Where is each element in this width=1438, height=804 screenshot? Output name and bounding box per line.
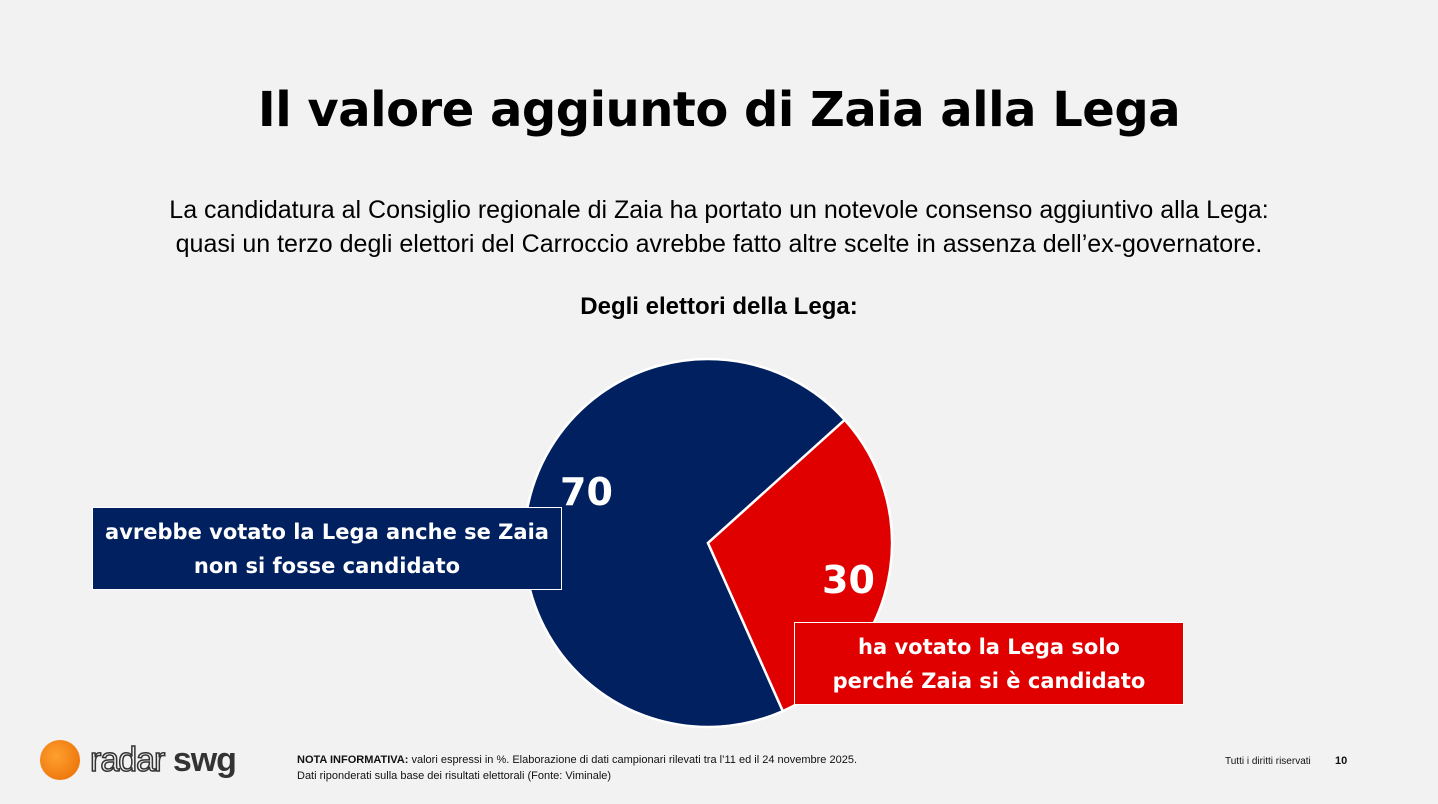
chart-title: Degli elettori della Lega: [580, 293, 858, 320]
footnote: NOTA INFORMATIVA: valori espressi in %. … [297, 752, 857, 784]
note-label: NOTA INFORMATIVA: [297, 754, 409, 766]
subtitle: La candidatura al Consiglio regionale di… [60, 193, 1378, 261]
rights-text: Tutti i diritti riservati [1225, 756, 1311, 767]
page-number: 10 [1335, 755, 1348, 767]
note-line: Dati riponderati sulla base dei risultat… [297, 770, 612, 782]
logo-ball-icon [40, 740, 80, 780]
value-label-30: 30 [822, 558, 875, 602]
value-label-70: 70 [560, 470, 613, 514]
slice-label-line: perché Zaia si è candidato [832, 668, 1146, 693]
logo-text: radar swg [89, 740, 237, 780]
pie-slice-70 [522, 357, 847, 729]
slice-label-box-70: avrebbe votato la Lega anche se Zaia non… [92, 507, 562, 590]
subtitle-line: La candidatura al Consiglio regionale di… [169, 196, 1269, 224]
subtitle-line: quasi un terzo degli elettori del Carroc… [175, 230, 1263, 258]
radar-swg-logo: radar swg [40, 740, 237, 780]
note-line: valori espressi in %. Elaborazione di da… [408, 754, 858, 766]
slice-label-line: non si fosse candidato [193, 553, 461, 578]
slice-label-line: ha votato la Lega solo [858, 634, 1120, 659]
page-title: Il valore aggiunto di Zaia alla Lega [257, 82, 1181, 138]
slice-label-box-30: ha votato la Lega solo perché Zaia si è … [794, 622, 1184, 705]
slice-label-line: avrebbe votato la Lega anche se Zaia [105, 519, 549, 544]
